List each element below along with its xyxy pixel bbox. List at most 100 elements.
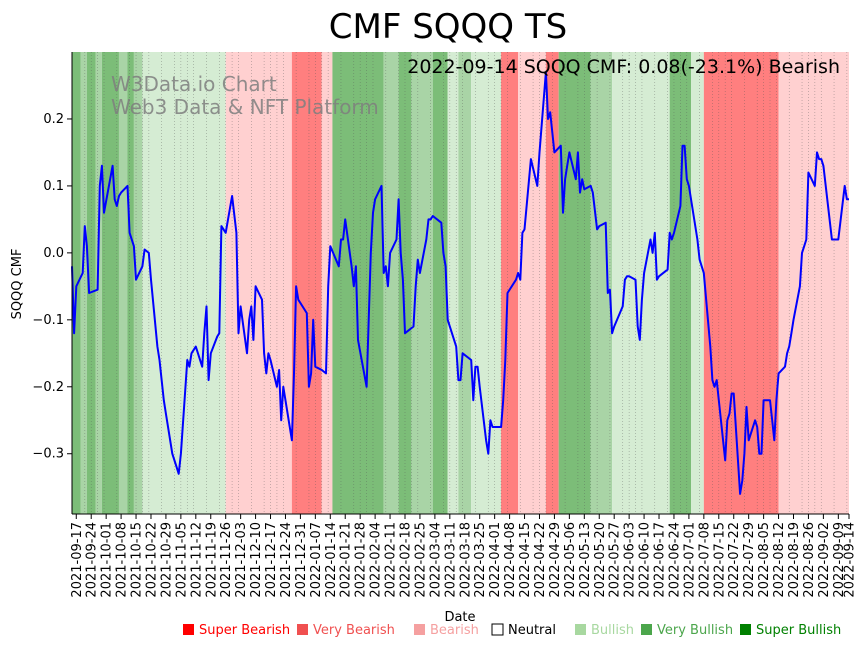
chart-headline: 2022-09-14 SQQQ CMF: 0.08(-23.1%) Bearis… <box>407 56 840 78</box>
x-tick-label: 2022-02-04 <box>369 522 384 598</box>
regime-band-18 <box>458 52 472 514</box>
regime-band-16 <box>432 52 448 514</box>
x-axis-ticks: 2021-09-17 2021-09-24 2021-10-01 2021-10-08… <box>70 514 858 598</box>
x-tick-label: 2021-10-15 <box>130 522 145 598</box>
x-tick-label: 2022-02-11 <box>384 522 399 598</box>
x-tick-label: 2021-10-22 <box>144 522 159 598</box>
legend-swatch <box>641 624 652 635</box>
y-tick-label: −0.3 <box>32 447 64 462</box>
regime-band-15 <box>411 52 433 514</box>
x-tick-label: 2022-03-18 <box>458 522 473 598</box>
regime-band-10 <box>291 52 322 514</box>
x-tick-label: 2022-01-21 <box>339 522 354 598</box>
x-tick-label: 2022-02-25 <box>413 522 428 598</box>
legend-label: Bearish <box>430 623 479 638</box>
x-tick-label: 2022-07-01 <box>682 522 697 598</box>
x-tick-label: 2021-12-10 <box>249 522 264 598</box>
x-tick-label: 2022-07-22 <box>727 522 742 598</box>
regime-band-24 <box>590 52 613 514</box>
x-tick-label: 2022-07-15 <box>712 522 727 598</box>
regime-band-9 <box>225 52 292 514</box>
regime-band-13 <box>383 52 399 514</box>
x-tick-label: 2022-03-25 <box>473 522 488 598</box>
x-tick-label: 2021-09-24 <box>85 522 100 598</box>
axes <box>71 52 849 515</box>
y-tick-label: −0.1 <box>32 313 64 328</box>
legend-swatch <box>414 624 425 635</box>
legend-label: Bullish <box>591 623 634 638</box>
regime-band-25 <box>612 52 670 514</box>
x-tick-label: 2022-08-19 <box>787 522 802 598</box>
x-axis-label: Date <box>444 610 475 625</box>
legend-swatch <box>575 624 586 635</box>
chart-title: CMF SQQQ TS <box>329 7 567 47</box>
regime-band-0 <box>72 52 81 514</box>
regime-band-12 <box>332 52 384 514</box>
x-tick-label: 2021-11-12 <box>189 522 204 598</box>
x-tick-label: 2022-04-01 <box>488 522 503 598</box>
x-tick-label: 2022-05-27 <box>608 522 623 598</box>
y-tick-label: −0.2 <box>32 380 64 395</box>
legend-label: Super Bearish <box>199 623 290 638</box>
y-tick-label: 0.2 <box>43 112 64 127</box>
y-tick-label: 0.0 <box>43 246 64 261</box>
x-tick-label: 2022-08-26 <box>802 522 817 598</box>
legend: Super Bearish Very Bearish Bearish Neutral B… <box>183 623 841 638</box>
x-tick-label: 2021-10-08 <box>115 522 130 598</box>
watermark-line-2: Web3 Data & NFT Platform <box>111 95 379 119</box>
vertical-gridlines <box>71 52 848 514</box>
regime-band-8 <box>142 52 226 514</box>
x-tick-label: 2021-12-17 <box>264 522 279 598</box>
x-tick-label: 2022-04-08 <box>503 522 518 598</box>
legend-label: Very Bullish <box>657 623 733 638</box>
x-tick-label: 2021-11-19 <box>204 522 219 598</box>
x-tick-label: 2022-08-05 <box>757 522 772 598</box>
legend-swatch <box>297 624 308 635</box>
x-tick-label: 2021-12-03 <box>234 522 249 598</box>
x-tick-label: 2022-09-02 <box>817 522 832 598</box>
x-tick-label: 2022-01-07 <box>309 522 324 598</box>
regime-band-29 <box>778 52 849 514</box>
y-tick-label: 0.1 <box>43 179 64 194</box>
x-tick-label: 2022-05-13 <box>578 522 593 598</box>
regime-band-28 <box>703 52 779 514</box>
x-tick-label: 2022-06-17 <box>653 522 668 598</box>
regime-band-23 <box>558 52 591 514</box>
x-tick-label: 2022-01-28 <box>354 522 369 598</box>
x-tick-label: 2022-05-06 <box>563 522 578 598</box>
x-tick-label: 2022-08-12 <box>772 522 787 598</box>
x-tick-label: 2022-05-20 <box>593 522 608 598</box>
regime-bands <box>72 52 849 514</box>
x-tick-label: 2022-06-10 <box>638 522 653 598</box>
x-tick-label: 2022-06-24 <box>667 522 682 598</box>
x-tick-label: 2022-04-22 <box>533 522 548 598</box>
x-tick-label: 2021-11-05 <box>174 522 189 598</box>
x-tick-label: 2021-12-31 <box>294 522 309 598</box>
x-tick-label: 2022-07-29 <box>742 522 757 598</box>
legend-swatch <box>183 624 194 635</box>
legend-label: Super Bullish <box>756 623 841 638</box>
y-axis-ticks: 0.2 0.1 0.0 −0.1 −0.2 −0.3 <box>32 112 72 462</box>
x-tick-label: 2022-09-14 <box>843 522 858 598</box>
legend-label: Neutral <box>508 623 556 638</box>
x-tick-label: 2021-10-01 <box>100 522 115 598</box>
x-tick-label: 2022-06-03 <box>623 522 638 598</box>
legend-swatch <box>740 624 751 635</box>
x-tick-label: 2021-11-26 <box>219 522 234 598</box>
x-tick-label: 2022-01-14 <box>324 522 339 598</box>
x-tick-label: 2022-03-04 <box>428 522 443 598</box>
legend-label: Very Bearish <box>313 623 395 638</box>
regime-band-11 <box>321 52 333 514</box>
regime-band-6 <box>127 52 134 514</box>
regime-band-7 <box>133 52 143 514</box>
x-tick-label: 2022-04-15 <box>518 522 533 598</box>
regime-band-1 <box>80 52 87 514</box>
legend-swatch <box>491 623 504 636</box>
regime-band-20 <box>501 52 519 514</box>
watermark-line-1: W3Data.io Chart <box>111 72 277 96</box>
regime-band-27 <box>691 52 704 514</box>
x-tick-label: 2021-12-24 <box>279 522 294 598</box>
x-tick-label: 2021-10-29 <box>159 522 174 598</box>
x-tick-label: 2022-04-29 <box>548 522 563 598</box>
